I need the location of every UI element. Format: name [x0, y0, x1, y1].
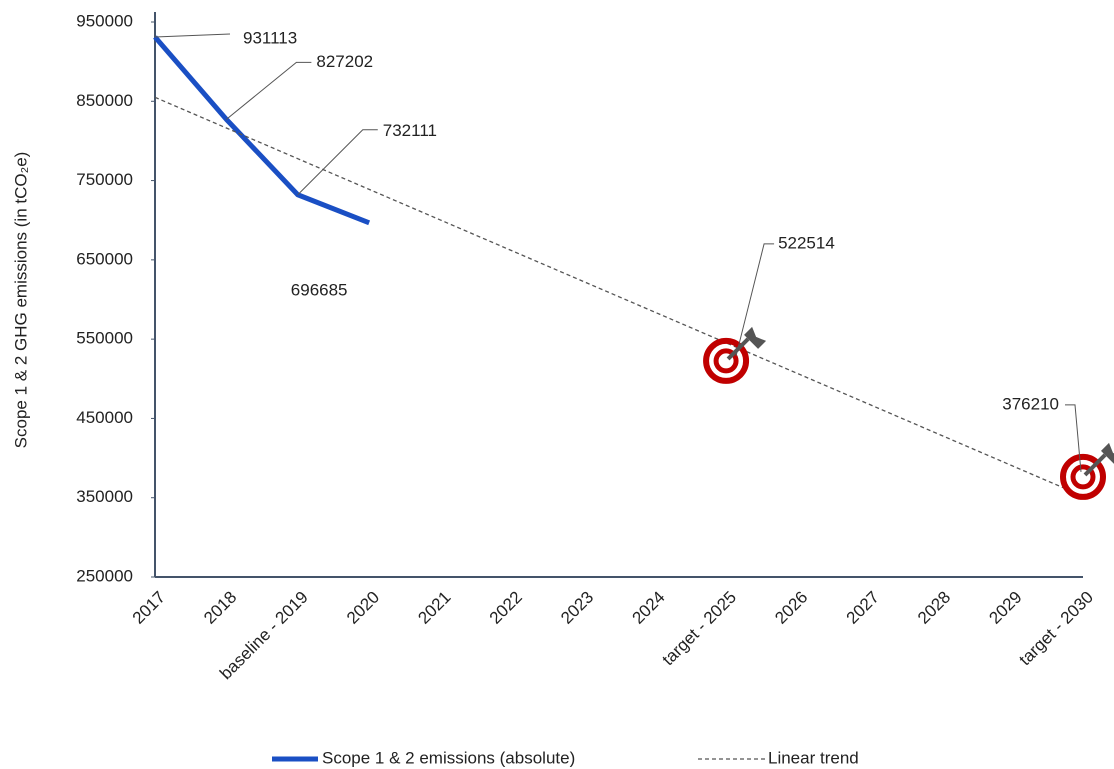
x-tick-label: 2017 — [129, 588, 169, 628]
x-tick-label: 2027 — [843, 588, 883, 628]
y-tick-label: 450000 — [76, 408, 133, 427]
x-tick-label: 2024 — [629, 588, 669, 628]
trend-line — [154, 96, 1084, 497]
legend-label: Linear trend — [768, 748, 859, 767]
dart-fins — [744, 326, 767, 349]
y-tick-label: 550000 — [76, 329, 133, 348]
leader-line — [735, 243, 775, 357]
x-tick-label: 2029 — [985, 588, 1025, 628]
target-ring — [713, 348, 739, 374]
target-ring — [1060, 453, 1106, 500]
leader-line — [297, 129, 378, 196]
legend-label: Scope 1 & 2 emissions (absolute) — [322, 748, 575, 767]
y-tick-label: 350000 — [76, 487, 133, 506]
x-tick-label: 2026 — [771, 588, 811, 628]
leader-line — [226, 61, 312, 120]
data-label: 732111 — [383, 121, 437, 140]
target-ring — [703, 337, 750, 384]
data-label: 931113 — [243, 28, 297, 47]
x-tick-label: 2020 — [343, 588, 383, 628]
x-tick-label: 2022 — [486, 588, 526, 628]
y-tick-label: 250000 — [76, 566, 133, 585]
data-label: 827202 — [316, 52, 373, 71]
x-tick-label: target - 2030 — [1015, 588, 1097, 670]
dart-shaft — [1083, 453, 1107, 477]
data-label: 522514 — [778, 233, 835, 252]
y-tick-label: 650000 — [76, 249, 133, 268]
target-marker — [1060, 442, 1114, 500]
leader-line — [1065, 404, 1082, 472]
y-tick-label: 850000 — [76, 91, 133, 110]
x-tick-label: target - 2025 — [658, 588, 740, 670]
y-tick-label: 750000 — [76, 170, 133, 189]
x-tick-label: 2018 — [200, 588, 240, 628]
data-label: 696685 — [291, 280, 348, 299]
x-tick-label: 2023 — [557, 588, 597, 628]
leader-line — [154, 33, 231, 38]
x-tick-label: 2028 — [914, 588, 954, 628]
y-axis-title: Scope 1 & 2 GHG emissions (in tCO₂e) — [11, 152, 30, 449]
series-line — [153, 35, 371, 226]
y-tick-label: 950000 — [76, 11, 133, 30]
target-ring — [1070, 464, 1096, 490]
data-label: 376210 — [1002, 394, 1059, 413]
dart-fins — [1101, 442, 1114, 464]
x-tick-label: 2021 — [414, 588, 454, 628]
